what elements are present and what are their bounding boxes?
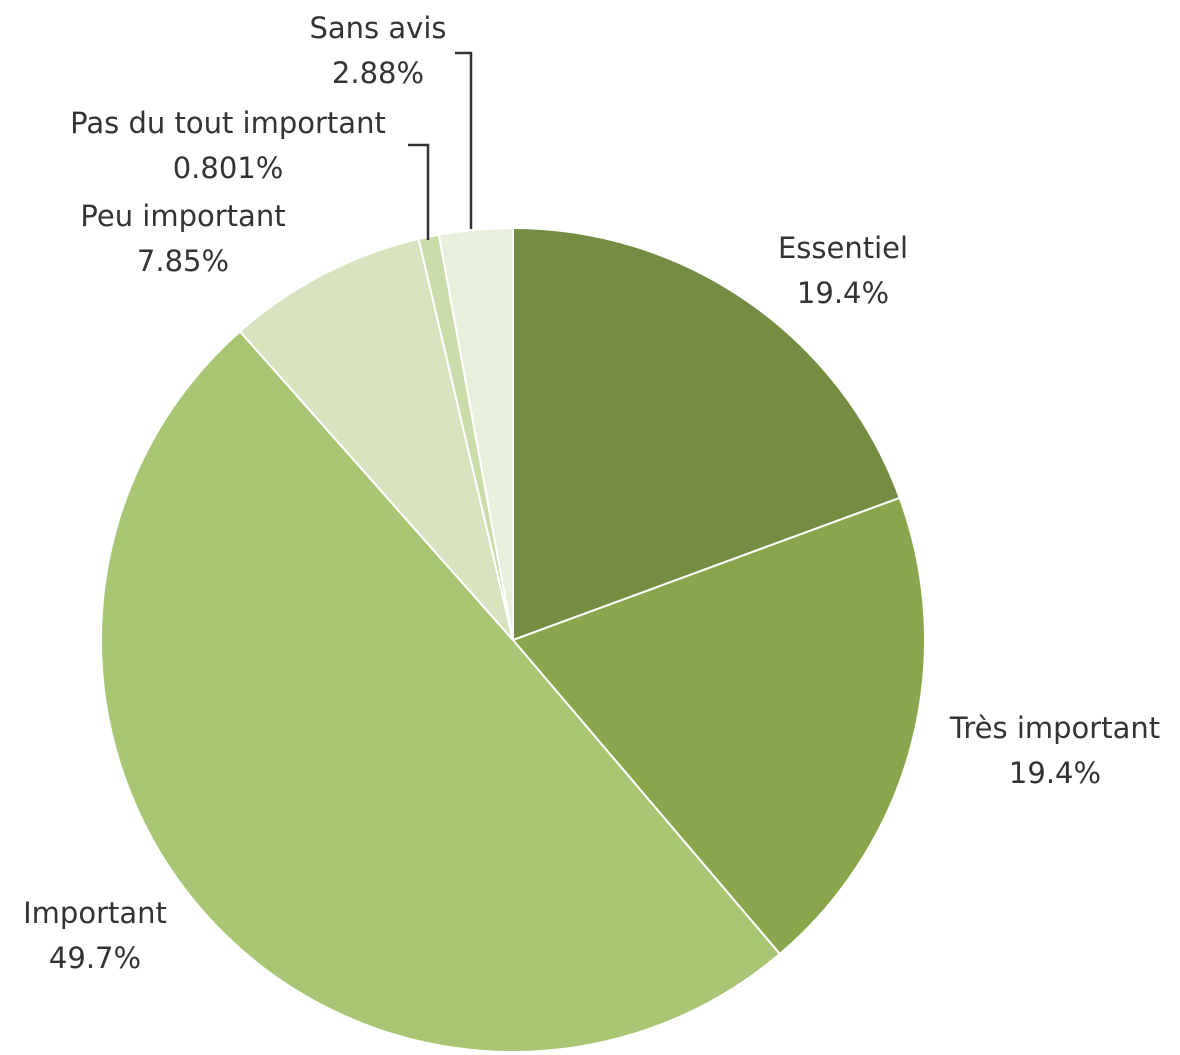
slice-value: 19.4% [797,276,889,310]
slice-label: Essentiel [778,231,908,265]
slice-value: 0.801% [173,151,284,185]
pie-slice [512,226,901,642]
slice-label: Peu important [80,199,285,233]
pie-slice [437,226,514,641]
pie-slice [511,496,926,956]
slice-value: 2.88% [332,56,424,90]
slice-label: Très important [949,711,1160,745]
slice-label: Pas du tout important [70,106,386,140]
pie-slice [238,237,514,641]
slice-label: Sans avis [310,11,447,45]
slice-label: Important [23,896,167,930]
slice-value: 19.4% [1009,756,1101,790]
leader-line [408,143,430,240]
slice-value: 7.85% [137,244,229,278]
pie-slice [99,330,782,1053]
slice-value: 49.7% [49,941,141,975]
leader-line [455,51,473,229]
